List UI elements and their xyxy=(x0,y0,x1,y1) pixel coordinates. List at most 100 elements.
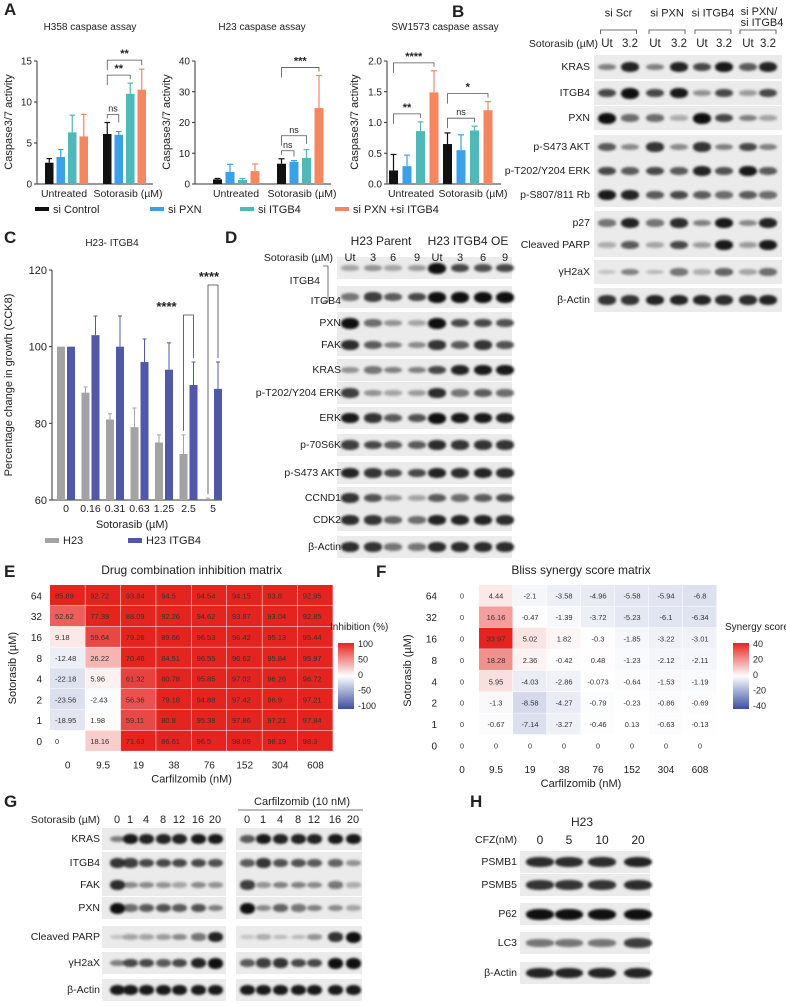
heatmap-cell-value: 61.32 xyxy=(126,675,145,684)
bar xyxy=(483,110,493,184)
blot-row-label: Cleaved PARP xyxy=(30,931,100,943)
protein-band xyxy=(621,166,639,176)
protein-band xyxy=(345,859,361,867)
heatmap-cell-value: -5.58 xyxy=(623,592,640,601)
blot-strip xyxy=(520,962,650,984)
protein-band xyxy=(451,340,469,350)
significance-bracket xyxy=(281,67,320,78)
blot-strip xyxy=(337,334,512,356)
x-axis-label: Sotorasib (µM) xyxy=(96,519,168,531)
protein-band xyxy=(739,242,757,248)
heatmap-cell-value: 18.16 xyxy=(90,737,109,746)
blot-row-label: ITGB4 xyxy=(310,295,341,307)
protein-band xyxy=(739,142,757,152)
protein-band xyxy=(272,958,288,968)
heatmap-cell-value: 93.04 xyxy=(267,612,286,621)
protein-band xyxy=(190,858,206,868)
protein-band xyxy=(759,294,777,306)
heatmap-cell-value: -1.39 xyxy=(555,613,572,622)
heatmap-cell xyxy=(479,734,513,756)
protein-band xyxy=(138,881,154,889)
lane-label: 3.2 xyxy=(671,38,687,50)
heatmap-cell-value: 0 xyxy=(460,656,464,665)
x-tick-label: 0.16 xyxy=(80,503,101,515)
group-bracket xyxy=(648,29,686,34)
protein-band xyxy=(555,908,583,920)
heatmap-cell-value: -7.14 xyxy=(521,720,538,729)
protein-band xyxy=(646,63,664,71)
protein-band xyxy=(598,88,616,98)
protein-band xyxy=(598,242,616,248)
lane-label: 3 xyxy=(369,252,377,264)
protein-band xyxy=(190,903,206,913)
protein-band xyxy=(207,984,223,996)
protein-band xyxy=(739,295,757,305)
heatmap-cell xyxy=(191,626,227,647)
protein-band xyxy=(408,320,426,326)
protein-band xyxy=(670,218,688,228)
protein-band xyxy=(624,967,652,979)
lane-label: 12 xyxy=(307,814,321,826)
protein-band xyxy=(255,958,271,968)
x-tick-label: 0 xyxy=(65,760,71,771)
protein-band xyxy=(496,364,514,376)
x-category-label: Untreated xyxy=(213,188,259,200)
protein-band xyxy=(496,389,514,397)
blot-row-label: p-70S6K xyxy=(300,439,341,451)
y-tick-label: 64 xyxy=(31,591,43,602)
protein-band xyxy=(345,905,361,911)
protein-band xyxy=(290,934,306,940)
protein-band xyxy=(272,881,288,889)
heatmap-cell-value: -2.1 xyxy=(524,592,537,601)
x-tick-label: 152 xyxy=(624,765,641,776)
protein-band xyxy=(715,88,733,98)
heatmap-cell-value: -1.19 xyxy=(691,677,708,686)
colorbar-tick-label: -50 xyxy=(358,686,371,696)
bar xyxy=(277,163,286,184)
protein-band xyxy=(451,468,469,478)
blot-row-label: β-Actin xyxy=(308,541,341,553)
protein-band xyxy=(646,219,664,227)
protein-band xyxy=(327,984,343,996)
heatmap-cell-value: 0 xyxy=(664,742,668,751)
treatment-label: Sotorasib (µM) xyxy=(528,38,598,50)
significance-label: ** xyxy=(114,63,123,75)
protein-band xyxy=(526,857,554,867)
y-tick-label: 8 xyxy=(431,656,437,667)
heatmap-cell-value: -23.56 xyxy=(55,695,76,704)
protein-band xyxy=(239,902,255,914)
lane-label: 12 xyxy=(172,814,186,826)
protein-band xyxy=(272,904,288,912)
protein-band xyxy=(138,958,154,968)
bar xyxy=(103,133,112,184)
heatmap-cell xyxy=(156,585,192,606)
bar xyxy=(225,172,235,184)
y-tick-label: 32 xyxy=(31,612,43,623)
protein-band xyxy=(408,292,426,302)
heatmap-cell xyxy=(445,649,479,671)
protein-band xyxy=(670,61,688,73)
protein-band xyxy=(384,468,402,478)
heatmap-cell-value: 97.86 xyxy=(232,716,251,725)
heatmap-cell-value: 0 xyxy=(460,613,464,622)
legend-label: si PXN xyxy=(168,204,202,216)
protein-band xyxy=(621,114,639,122)
heatmap-cell-value: 0.13 xyxy=(625,720,640,729)
protein-band xyxy=(109,880,125,890)
protein-band xyxy=(408,366,426,374)
heatmap-cell xyxy=(297,668,333,689)
heatmap-cell xyxy=(85,668,121,689)
protein-band xyxy=(451,514,469,526)
significance-label: ** xyxy=(403,102,412,114)
x-tick-label: 304 xyxy=(658,765,675,776)
heatmap-cell xyxy=(683,670,717,692)
protein-band xyxy=(109,959,125,967)
y-tick-label: 10 xyxy=(21,98,33,109)
blot-strip xyxy=(520,903,650,925)
blot-row-label: FAK xyxy=(321,339,341,351)
protein-band xyxy=(255,881,271,889)
heatmap-cell-value: 94.15 xyxy=(232,591,251,600)
panel-label-e: E xyxy=(4,562,16,581)
y-tick-label: 0 xyxy=(184,180,190,191)
protein-band xyxy=(290,858,306,868)
